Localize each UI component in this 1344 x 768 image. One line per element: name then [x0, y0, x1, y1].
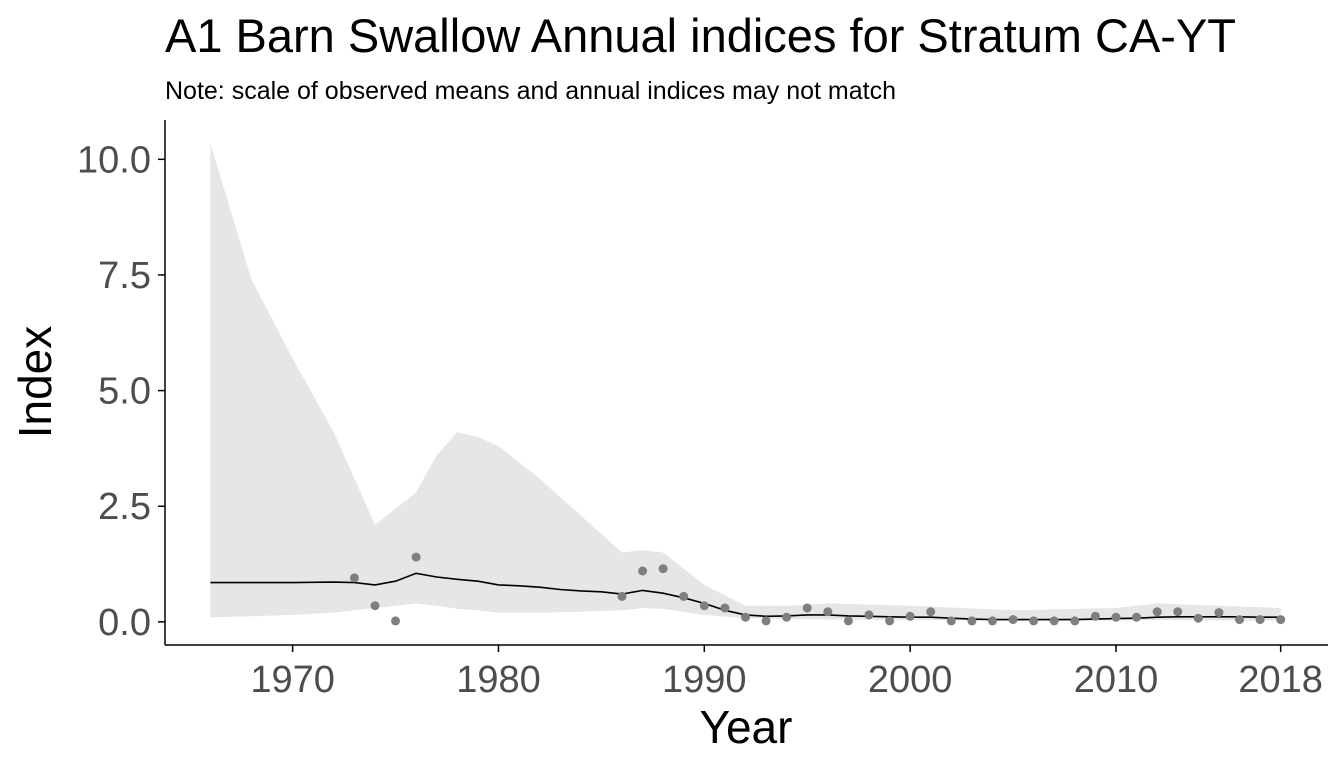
- observed-mean-point: [411, 552, 421, 562]
- observed-mean-point: [885, 616, 895, 626]
- observed-mean-point: [905, 611, 915, 621]
- observed-mean-point: [679, 591, 689, 601]
- observed-mean-point: [720, 603, 730, 613]
- y-tick-label: 10.0: [77, 139, 151, 181]
- observed-mean-point: [349, 573, 359, 583]
- observed-mean-point: [1008, 615, 1018, 625]
- y-tick-label: 5.0: [98, 371, 151, 413]
- observed-mean-point: [1132, 612, 1142, 622]
- y-tick-label: 7.5: [98, 255, 151, 297]
- observed-mean-point: [823, 607, 833, 617]
- confidence-ribbon: [210, 143, 1281, 621]
- observed-mean-point: [699, 601, 709, 611]
- observed-mean-point: [1214, 608, 1224, 618]
- chart-title: A1 Barn Swallow Annual indices for Strat…: [165, 9, 1237, 62]
- observed-mean-point: [782, 612, 792, 622]
- chart-subtitle: Note: scale of observed means and annual…: [165, 77, 896, 105]
- observed-mean-point: [1049, 616, 1059, 626]
- observed-mean-point: [761, 616, 771, 626]
- observed-mean-point: [926, 607, 936, 617]
- x-tick-label: 1970: [250, 659, 335, 701]
- observed-means-layer: [349, 552, 1286, 626]
- observed-mean-point: [1090, 611, 1100, 621]
- observed-mean-point: [638, 566, 648, 576]
- observed-mean-point: [1152, 607, 1162, 617]
- observed-mean-point: [1173, 607, 1183, 617]
- observed-mean-point: [946, 616, 956, 626]
- y-tick-label: 0.0: [98, 602, 151, 644]
- observed-mean-point: [1070, 616, 1080, 626]
- confidence-ribbon-layer: [210, 143, 1281, 621]
- observed-mean-point: [1193, 613, 1203, 623]
- observed-mean-point: [391, 616, 400, 626]
- observed-mean-point: [1235, 615, 1244, 625]
- x-axis-title: Year: [700, 701, 793, 753]
- observed-mean-point: [1111, 612, 1121, 622]
- x-tick-label: 1990: [662, 659, 747, 701]
- observed-mean-point: [864, 610, 874, 620]
- observed-mean-point: [741, 612, 750, 622]
- observed-mean-point: [988, 616, 997, 626]
- observed-mean-point: [370, 601, 380, 611]
- observed-mean-point: [658, 564, 668, 574]
- x-tick-label: 1980: [456, 659, 541, 701]
- observed-mean-point: [802, 603, 812, 613]
- observed-mean-point: [617, 591, 627, 601]
- y-axis-title: Index: [9, 326, 61, 439]
- observed-mean-point: [1255, 615, 1265, 625]
- observed-mean-point: [1029, 616, 1039, 626]
- y-tick-label: 2.5: [98, 486, 151, 528]
- x-tick-label: 2010: [1074, 659, 1159, 701]
- observed-mean-point: [1276, 615, 1286, 625]
- axes: 1970 1980 1990 2000 2010 2018 0.0 2.5 5.0 7.5 10.0: [77, 120, 1328, 701]
- x-tick-label: 2000: [868, 659, 953, 701]
- observed-mean-point: [843, 616, 853, 626]
- x-tick-label: 2018: [1238, 659, 1323, 701]
- observed-mean-point: [967, 616, 977, 626]
